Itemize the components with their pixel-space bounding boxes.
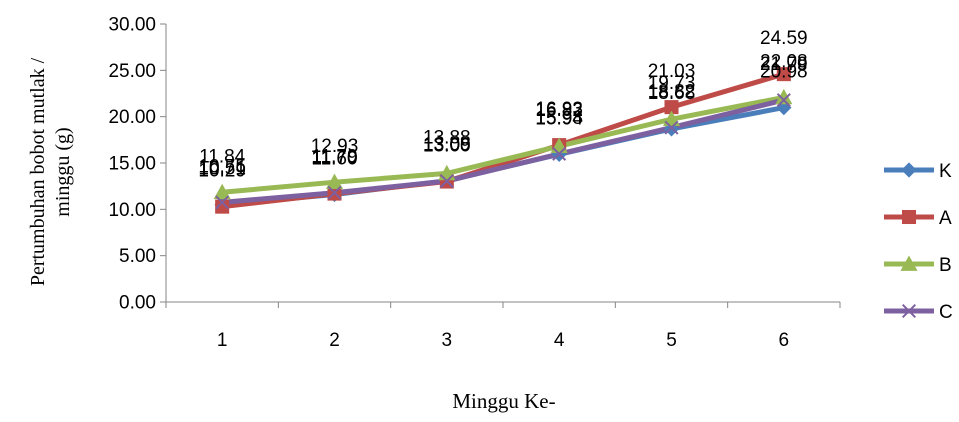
data-point-a <box>664 100 679 115</box>
series-lines <box>213 67 793 214</box>
y-tick-label: 20.00 <box>108 107 156 128</box>
data-label-k: 10.51 <box>198 159 246 180</box>
data-label-c: 11.79 <box>311 147 357 168</box>
data-point-c <box>439 174 454 189</box>
legend-label: K <box>939 161 952 182</box>
legend-marker <box>901 303 917 319</box>
data-labels: 10.51 11.60 13.09 15.94 18.68 20.98 10.29 11.70… <box>198 28 807 182</box>
data-point-c <box>327 185 342 200</box>
x-tick-label: 5 <box>666 330 677 351</box>
legend-marker <box>901 162 917 178</box>
data-label-b: 11.84 <box>199 146 246 167</box>
data-label-c: 13.05 <box>423 135 471 156</box>
data-label-b: 13.88 <box>423 127 471 148</box>
y-axis-title-line-2: minggu (g) <box>52 127 74 216</box>
series-line-b <box>221 94 785 195</box>
legend-item-a: A <box>884 208 952 229</box>
y-tick-label: 25.00 <box>108 61 156 82</box>
legend: K A B C <box>884 161 953 323</box>
data-label-a: 11.70 <box>311 148 357 169</box>
data-label-b: 19.73 <box>648 73 696 94</box>
legend-marker <box>901 209 917 225</box>
data-point-c <box>664 120 679 135</box>
legend-item-c: C <box>884 302 953 323</box>
legend-label: B <box>939 255 952 276</box>
y-tick-label: 10.00 <box>108 200 156 221</box>
data-point-c <box>215 195 230 210</box>
y-tick-label: 15.00 <box>108 154 156 175</box>
data-point-c <box>552 146 567 161</box>
y-axis-title: Pertumbuhan bobot mutlak / minggu (g) <box>27 57 74 286</box>
legend-label: A <box>939 208 952 229</box>
legend-marker <box>900 255 918 271</box>
series-line-c <box>221 97 785 205</box>
data-label-b: 22.08 <box>760 51 808 72</box>
data-label-c: 15.98 <box>535 108 583 129</box>
y-axis-title-line-1: Pertumbuhan bobot mutlak / <box>27 57 49 286</box>
data-point-b <box>213 183 231 200</box>
data-label-c: 21.79 <box>760 54 808 75</box>
data-label-k: 13.09 <box>423 135 471 156</box>
data-label-a: 13.00 <box>423 136 471 157</box>
x-tick-label: 6 <box>779 330 790 351</box>
legend-label: C <box>939 302 953 323</box>
y-tick-label: 0.00 <box>119 293 156 314</box>
data-label-k: 11.60 <box>311 149 357 170</box>
data-label-k: 20.98 <box>760 62 808 83</box>
data-point-c <box>776 93 791 108</box>
legend-item-k: K <box>884 161 952 182</box>
data-label-a: 21.03 <box>648 61 696 82</box>
data-label-a: 16.93 <box>535 99 583 120</box>
x-tick-label: 4 <box>554 330 565 351</box>
x-tick-label: 1 <box>217 330 228 351</box>
y-tick-label: 5.00 <box>119 246 156 267</box>
data-point-b <box>325 173 344 190</box>
data-label-c: 18.82 <box>648 82 696 103</box>
legend-item-b: B <box>884 255 952 276</box>
data-point-b <box>775 88 793 105</box>
x-tick-label: 3 <box>442 330 453 351</box>
data-label-a: 24.59 <box>760 28 808 49</box>
data-point-a <box>215 199 230 214</box>
data-label-c: 10.75 <box>198 156 246 177</box>
x-axis-title: Minggu Ke- <box>452 389 555 413</box>
data-label-k: 18.68 <box>648 83 696 104</box>
data-label-b: 16.82 <box>535 100 583 121</box>
data-point-a <box>776 67 791 82</box>
data-label-k: 15.94 <box>535 108 583 129</box>
axes: 0.00 5.00 10.00 15.00 20.00 25.00 30.00 1 2 3 4 5 6 <box>108 15 841 351</box>
data-label-a: 10.29 <box>198 161 246 182</box>
x-tick-label: 2 <box>329 330 340 351</box>
y-tick-label: 30.00 <box>108 15 156 36</box>
data-label-b: 12.93 <box>311 136 359 157</box>
